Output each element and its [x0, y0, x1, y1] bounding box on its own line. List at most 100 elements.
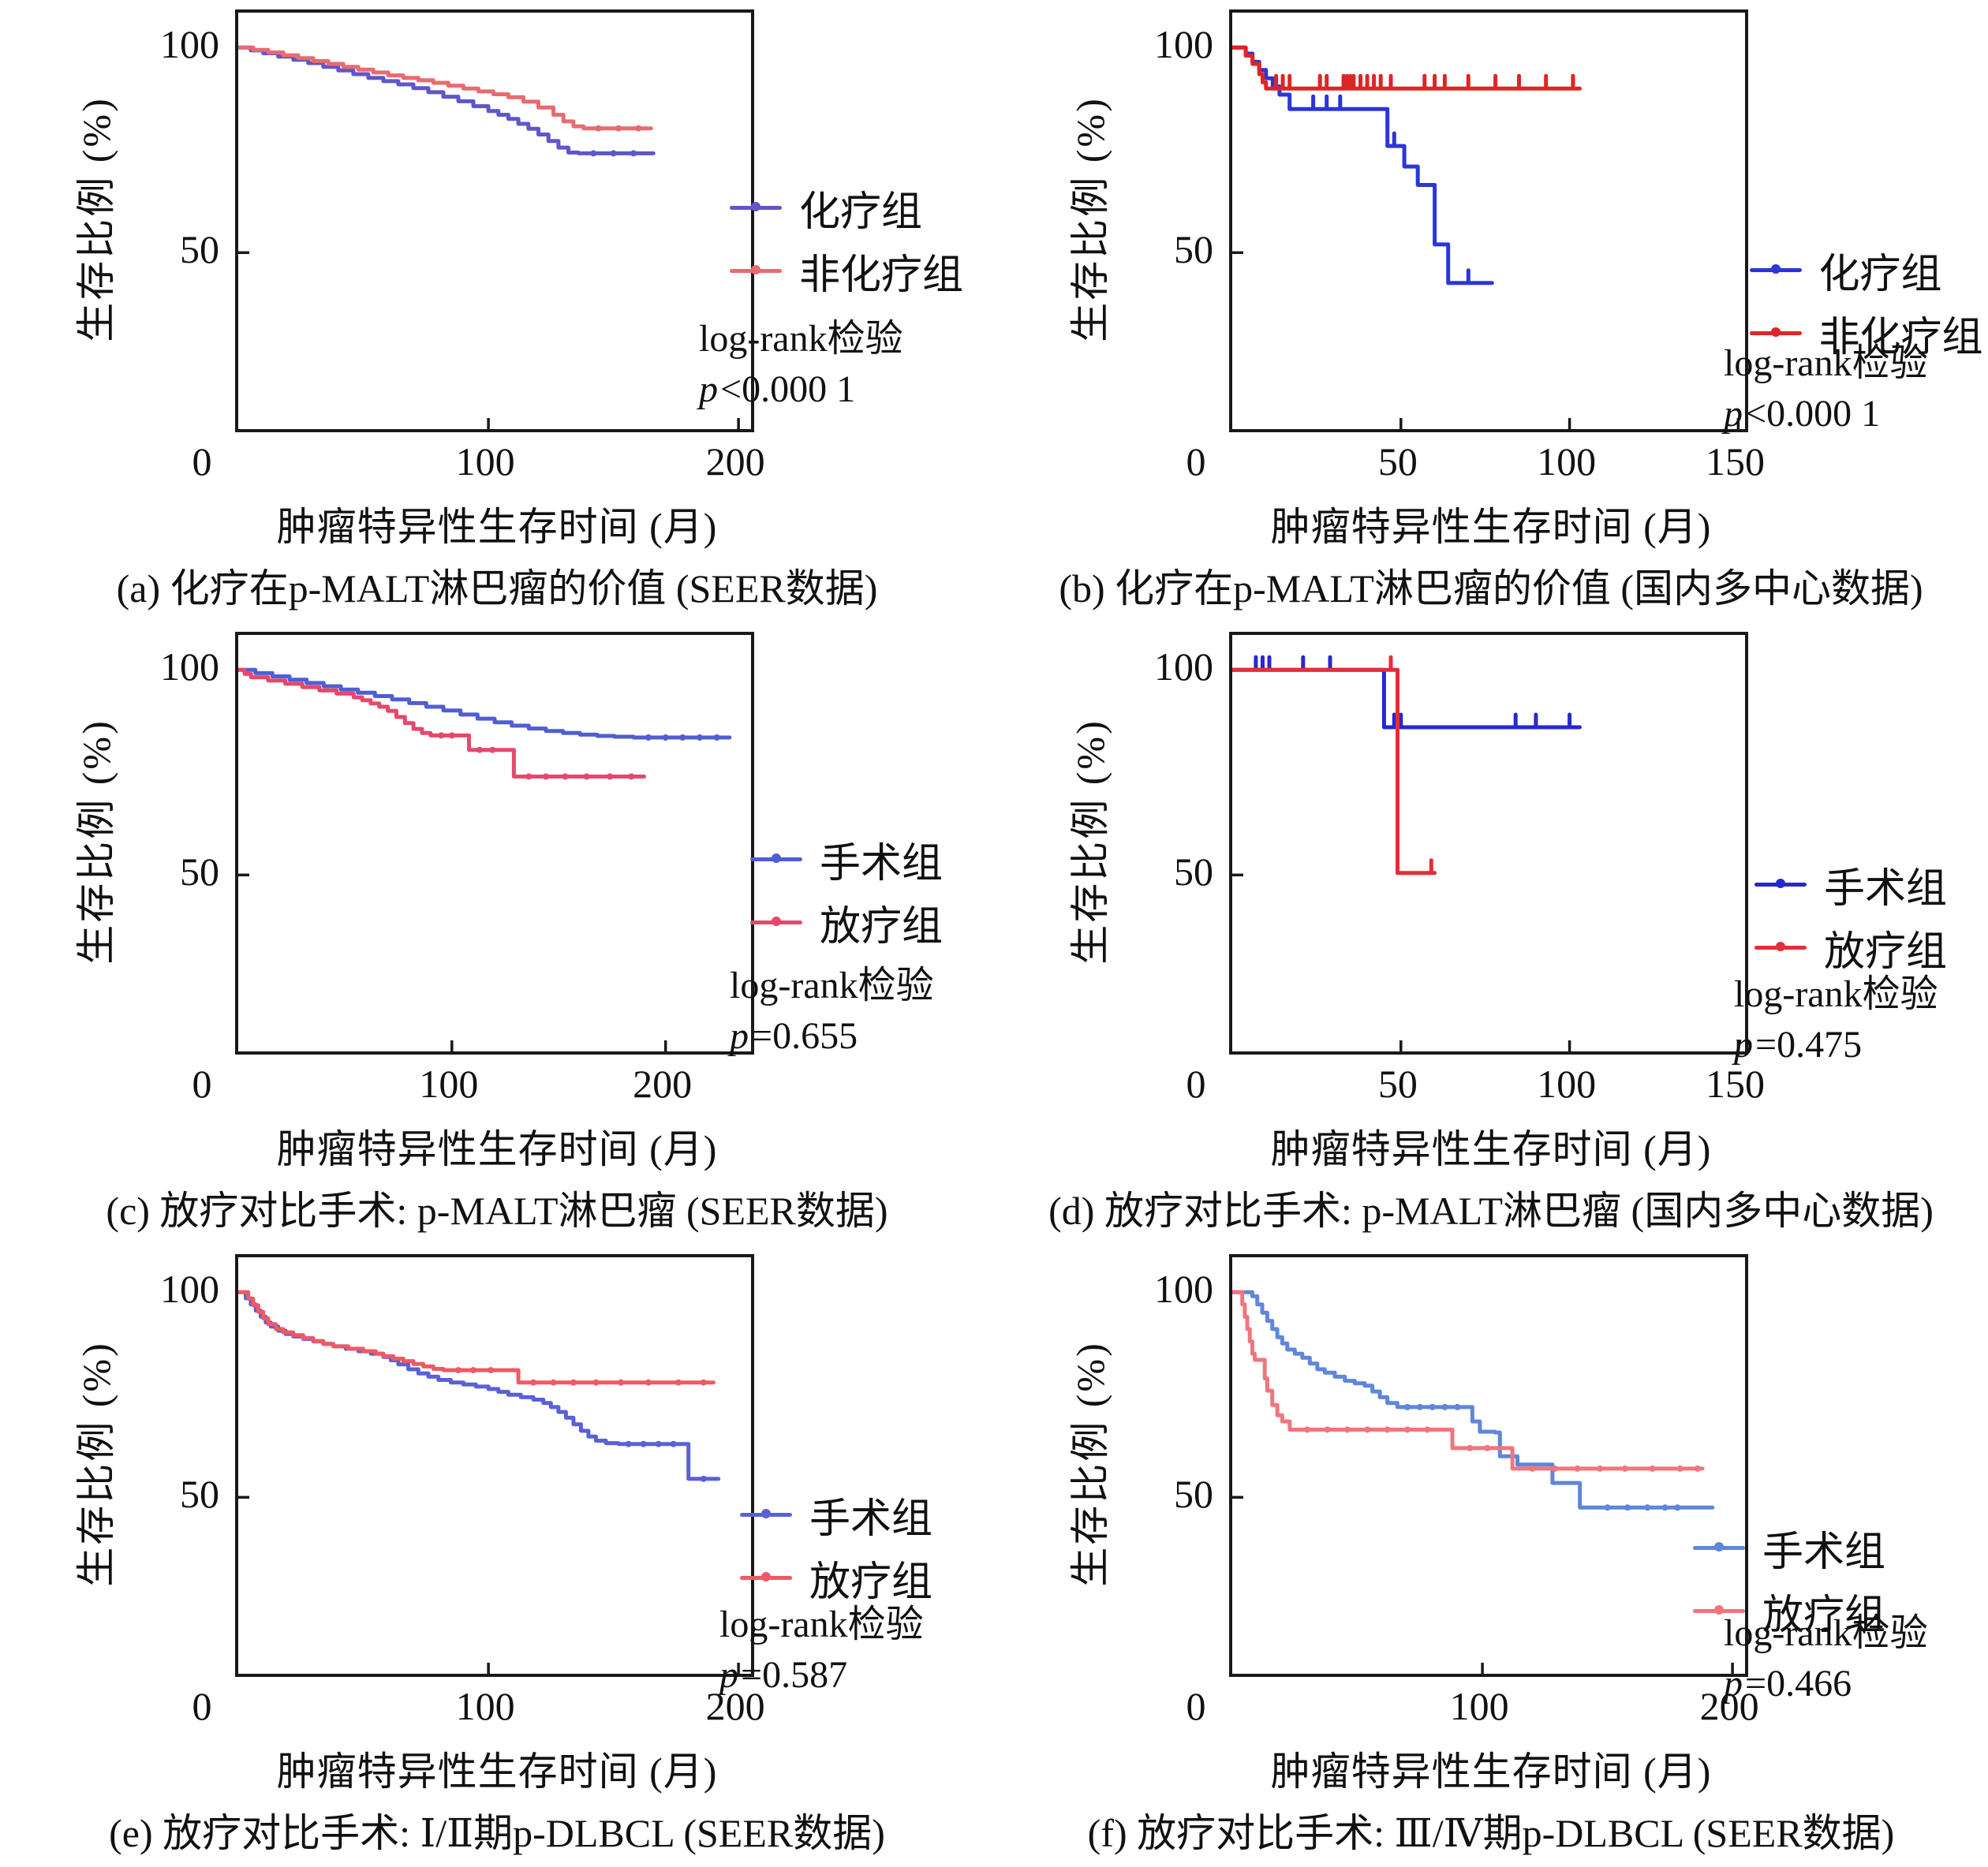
panel-caption: (b) 化疗在p-MALT淋巴瘤的价值 (国内多中心数据): [1059, 566, 1923, 611]
logrank-test-label: log-rank检验: [719, 1604, 924, 1646]
line-dot-marker-icon: [750, 853, 802, 863]
legend: 手术组 放疗组: [750, 827, 943, 954]
plot-area: 化疗组 非化疗组 log-rank检验 p<0.000 1: [235, 9, 963, 432]
plot-area: 手术组 放疗组 log-rank检验 p=0.466: [1229, 1254, 1928, 1705]
x-tick-label: 0: [192, 1684, 212, 1728]
line-dot-marker-icon: [740, 1509, 792, 1519]
y-axis-title: 生存比例 (%): [74, 1341, 118, 1587]
line-dot-marker-icon: [740, 1572, 792, 1582]
x-axis-ticks: 0 100 200: [0, 439, 994, 487]
line-dot-marker-icon: [730, 264, 782, 274]
logrank-annotation: log-rank检验 p=0.655: [730, 961, 934, 1062]
x-tick-label: 0: [192, 1062, 212, 1106]
x-tick-label: 100: [419, 1062, 479, 1106]
legend: 手术组 放疗组: [740, 1484, 932, 1610]
x-axis-title: 肿瘤特异性生存时间 (月): [276, 505, 718, 549]
y-tick-label-100: 100: [160, 22, 219, 66]
x-tick-label: 200: [633, 1062, 693, 1106]
logrank-test-label: log-rank检验: [730, 965, 934, 1007]
x-axis-ticks: 0 50 100 150: [994, 1061, 1988, 1110]
legend-label: 手术组: [809, 1497, 933, 1543]
legend-item: 化疗组: [730, 176, 963, 239]
km-curves: [1232, 655, 1740, 1051]
p-value: p<0.000 1: [699, 368, 856, 410]
y-axis-title: 生存比例 (%): [74, 719, 118, 965]
line-dot-marker-icon: [1749, 327, 1802, 338]
legend-item: 放疗组: [750, 891, 943, 954]
x-axis-title: 肿瘤特异性生存时间 (月): [1270, 1749, 1712, 1794]
legend-item: 放疗组: [1693, 1580, 1885, 1643]
y-axis-title: 生存比例 (%): [1068, 1341, 1112, 1587]
line-dot-marker-icon: [1754, 941, 1807, 951]
logrank-test-label: log-rank检验: [699, 317, 903, 360]
y-tick-label-50: 50: [180, 227, 219, 271]
x-tick-label: 100: [455, 439, 515, 484]
y-tick-label-100: 100: [1154, 644, 1213, 689]
plot-area: 手术组 放疗组 log-rank检验 p=0.655: [235, 632, 943, 1057]
y-tick-label-50: 50: [1174, 1472, 1213, 1516]
y-axis-title: 生存比例 (%): [74, 96, 118, 342]
legend-item: 手术组: [1693, 1517, 1885, 1580]
legend-label: 放疗组: [1762, 1593, 1886, 1639]
x-tick-label: 0: [1186, 1684, 1206, 1728]
panel-caption: (f) 放疗对比手术: Ⅲ/Ⅳ期p-DLBCL (SEER数据): [1087, 1811, 1895, 1855]
x-tick-label: 0: [1186, 1062, 1206, 1106]
legend-item: 手术组: [740, 1484, 932, 1547]
x-tick-label: 100: [1537, 439, 1597, 484]
km-panel-f: 生存比例 (%) 100 50 手术组 放疗组 log-rank检验 p=0.4…: [994, 1245, 1988, 1867]
x-axis-ticks: 0 100 200: [0, 1683, 994, 1732]
x-tick-label: 100: [1449, 1684, 1509, 1728]
logrank-annotation: log-rank检验 p=0.475: [1734, 969, 1938, 1070]
legend-item: 非化疗组: [1749, 302, 1983, 365]
p-value: p=0.466: [1724, 1662, 1852, 1705]
x-tick-label: 150: [1705, 439, 1765, 484]
legend-label: 化疗组: [1818, 252, 1942, 298]
legend-item: 放疗组: [1754, 916, 1947, 979]
legend-item: 化疗组: [1749, 239, 1983, 302]
x-axis-ticks: 0 50 100 150: [994, 439, 1988, 487]
p-value: p<0.000 1: [1724, 393, 1881, 435]
logrank-annotation: log-rank检验 p<0.000 1: [699, 314, 903, 415]
km-curves: [238, 667, 732, 1051]
y-tick-label-50: 50: [180, 1472, 219, 1516]
line-dot-marker-icon: [1693, 1542, 1745, 1552]
legend-label: 手术组: [1824, 866, 1948, 912]
x-axis-title: 肿瘤特异性生存时间 (月): [1270, 1127, 1712, 1171]
line-dot-marker-icon: [1693, 1605, 1745, 1615]
km-panel-b: 生存比例 (%) 100 50 化疗组 非化疗组 log-rank检验 p<0.…: [994, 0, 1988, 622]
y-tick-label-100: 100: [160, 1267, 219, 1311]
x-tick-label: 100: [1537, 1062, 1597, 1106]
logrank-test-label: log-rank检验: [1734, 973, 1938, 1015]
legend-label: 放疗组: [809, 1560, 933, 1606]
legend-label: 放疗组: [1824, 929, 1948, 975]
x-tick-label: 0: [1186, 439, 1206, 484]
x-axis-title: 肿瘤特异性生存时间 (月): [1270, 505, 1712, 549]
panel-caption: (d) 放疗对比手术: p-MALT淋巴瘤 (国内多中心数据): [1048, 1189, 1934, 1233]
legend-label: 化疗组: [799, 189, 923, 235]
y-tick-label-50: 50: [1174, 849, 1213, 894]
x-tick-label: 200: [705, 1684, 765, 1728]
km-panel-c: 生存比例 (%) 100 50 手术组 放疗组 log-rank检验 p=0.6…: [0, 622, 994, 1245]
panel-caption: (e) 放疗对比手术: Ⅰ/Ⅱ期p-DLBCL (SEER数据): [109, 1811, 885, 1855]
logrank-test-label: log-rank检验: [1724, 342, 1928, 385]
y-tick-label-100: 100: [1154, 1267, 1213, 1311]
x-tick-label: 200: [705, 439, 765, 484]
x-tick-label: 0: [192, 439, 212, 484]
km-curves: [1232, 45, 1740, 429]
km-curves: [238, 1290, 740, 1674]
y-axis-title: 生存比例 (%): [1068, 96, 1112, 342]
km-curves: [238, 45, 740, 429]
y-tick-label-50: 50: [180, 849, 219, 894]
line-dot-marker-icon: [1754, 878, 1807, 888]
legend-item: 手术组: [1754, 853, 1947, 916]
legend-label: 放疗组: [820, 904, 944, 950]
y-tick-label-100: 100: [160, 644, 219, 689]
line-dot-marker-icon: [1749, 264, 1802, 274]
x-tick-label: 50: [1377, 439, 1418, 484]
legend: 化疗组 非化疗组: [730, 176, 963, 302]
plot-area: 手术组 放疗组 log-rank检验 p=0.587: [235, 1254, 932, 1696]
y-axis-title: 生存比例 (%): [1068, 719, 1112, 965]
legend: 手术组 放疗组: [1693, 1517, 1885, 1643]
legend-item: 非化疗组: [730, 239, 963, 302]
